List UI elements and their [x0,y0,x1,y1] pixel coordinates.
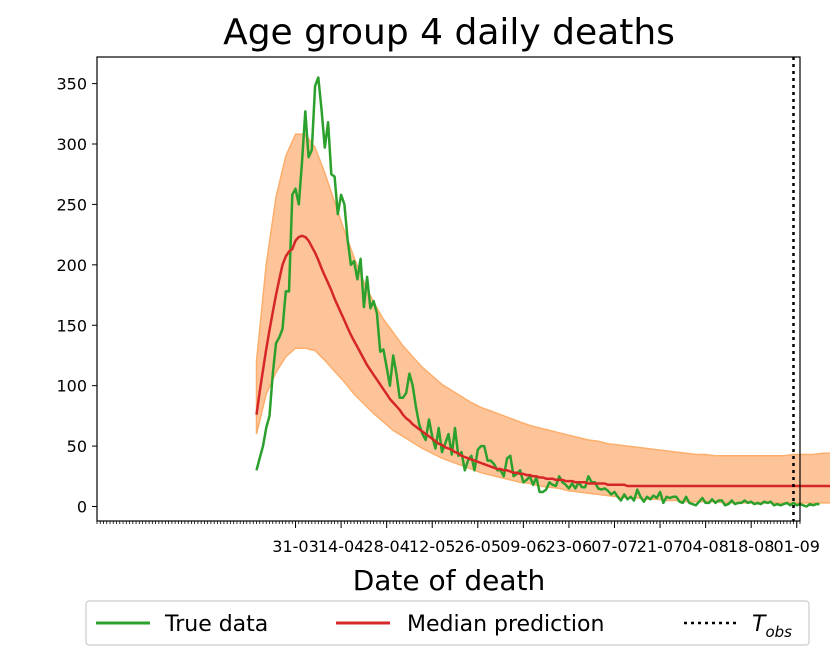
plot-frame [96,56,801,522]
x-axis: 31-03 14-04 28-04 12-05 26-05 09-06 23-06 07-07… [96,521,820,556]
legend-true-data-label: True data [164,612,268,637]
legend-t-obs-label: Tobs [752,612,792,641]
y-tick-label: 250 [56,195,87,214]
x-axis-label: Date of death [353,564,546,597]
x-tick-label: 26-05 [455,537,502,556]
x-tick-label: 23-06 [546,537,593,556]
x-tick-label: 14-04 [318,537,365,556]
x-tick-label: 04-08 [682,537,729,556]
y-tick-label: 100 [56,377,87,396]
x-tick-label: 12-05 [409,537,456,556]
plot-area: 0 50 100 150 200 250 300 350 31-03 14-04 28-04 12-… [56,56,830,556]
legend-median-label: Median prediction [407,612,604,637]
x-tick-label: 21-07 [637,537,684,556]
y-tick-label: 0 [77,498,87,517]
legend: True data Median prediction Tobs [85,600,810,646]
y-tick-label: 150 [56,316,87,335]
x-tick-label: 28-04 [363,537,410,556]
median-prediction-line [255,234,830,488]
y-tick-label: 200 [56,256,87,275]
x-tick-label: 31-03 [272,537,319,556]
y-tick-label: 300 [56,135,87,154]
x-tick-label: 09-06 [500,537,547,556]
y-tick-label: 50 [67,437,87,456]
x-tick-label: 01-09 [773,537,820,556]
legend-box [85,600,810,646]
x-tick-label: 07-07 [591,537,638,556]
y-tick-label: 350 [56,75,87,94]
x-tick-label: 18-08 [728,537,775,556]
true-data-line [255,76,820,508]
y-axis: 0 50 100 150 200 250 300 350 [56,75,97,517]
chart-title: Age group 4 daily deaths [223,12,675,53]
